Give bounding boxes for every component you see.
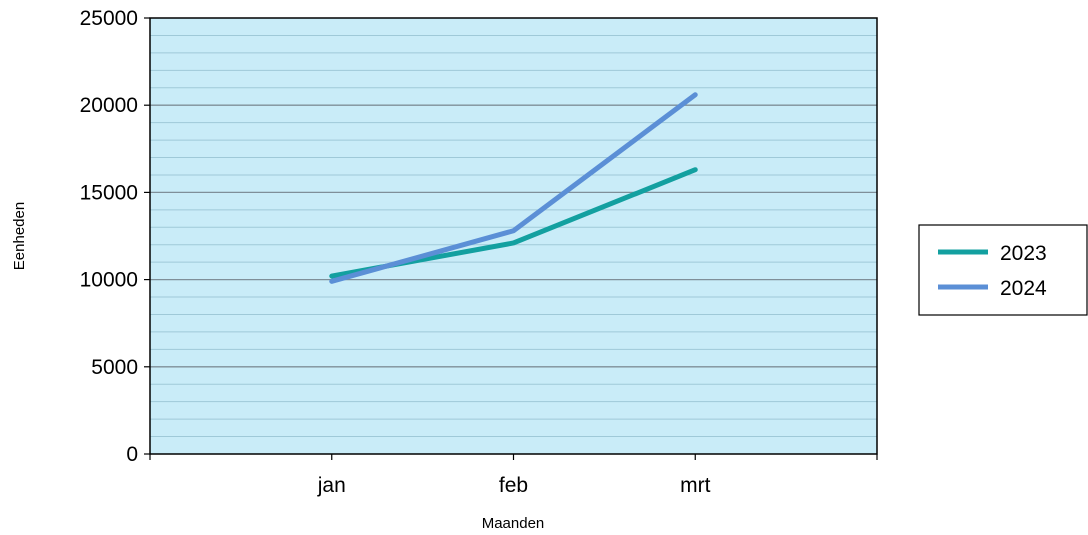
x-tick-label: jan — [317, 474, 346, 497]
x-tick-label: feb — [499, 474, 528, 497]
y-tick-label: 15000 — [80, 181, 138, 204]
y-tick-label: 0 — [126, 443, 138, 466]
series-line-2024 — [329, 92, 698, 284]
minor-gridlines — [150, 34, 877, 438]
y-tick-label: 25000 — [80, 7, 138, 30]
legend-label-2023: 2023 — [1000, 242, 1047, 265]
legend: 2023 2024 — [918, 224, 1088, 316]
legend-box — [918, 224, 1088, 316]
x-axis-title: Maanden — [482, 515, 545, 532]
major-gridlines — [150, 104, 877, 368]
legend-label-2024: 2024 — [1000, 277, 1047, 300]
x-axis: jan feb mrt — [149, 454, 878, 497]
y-tick-label: 5000 — [91, 356, 138, 379]
x-tick-label: mrt — [680, 474, 710, 497]
series-lines — [329, 92, 698, 284]
y-tick-label: 10000 — [80, 269, 138, 292]
y-axis-title: Eenheden — [11, 202, 28, 270]
plot-background — [150, 18, 877, 454]
legend-items: 2023 2024 — [938, 242, 1047, 300]
y-tick-label: 20000 — [80, 94, 138, 117]
y-axis: 0 5000 10000 15000 20000 25000 — [80, 7, 150, 466]
